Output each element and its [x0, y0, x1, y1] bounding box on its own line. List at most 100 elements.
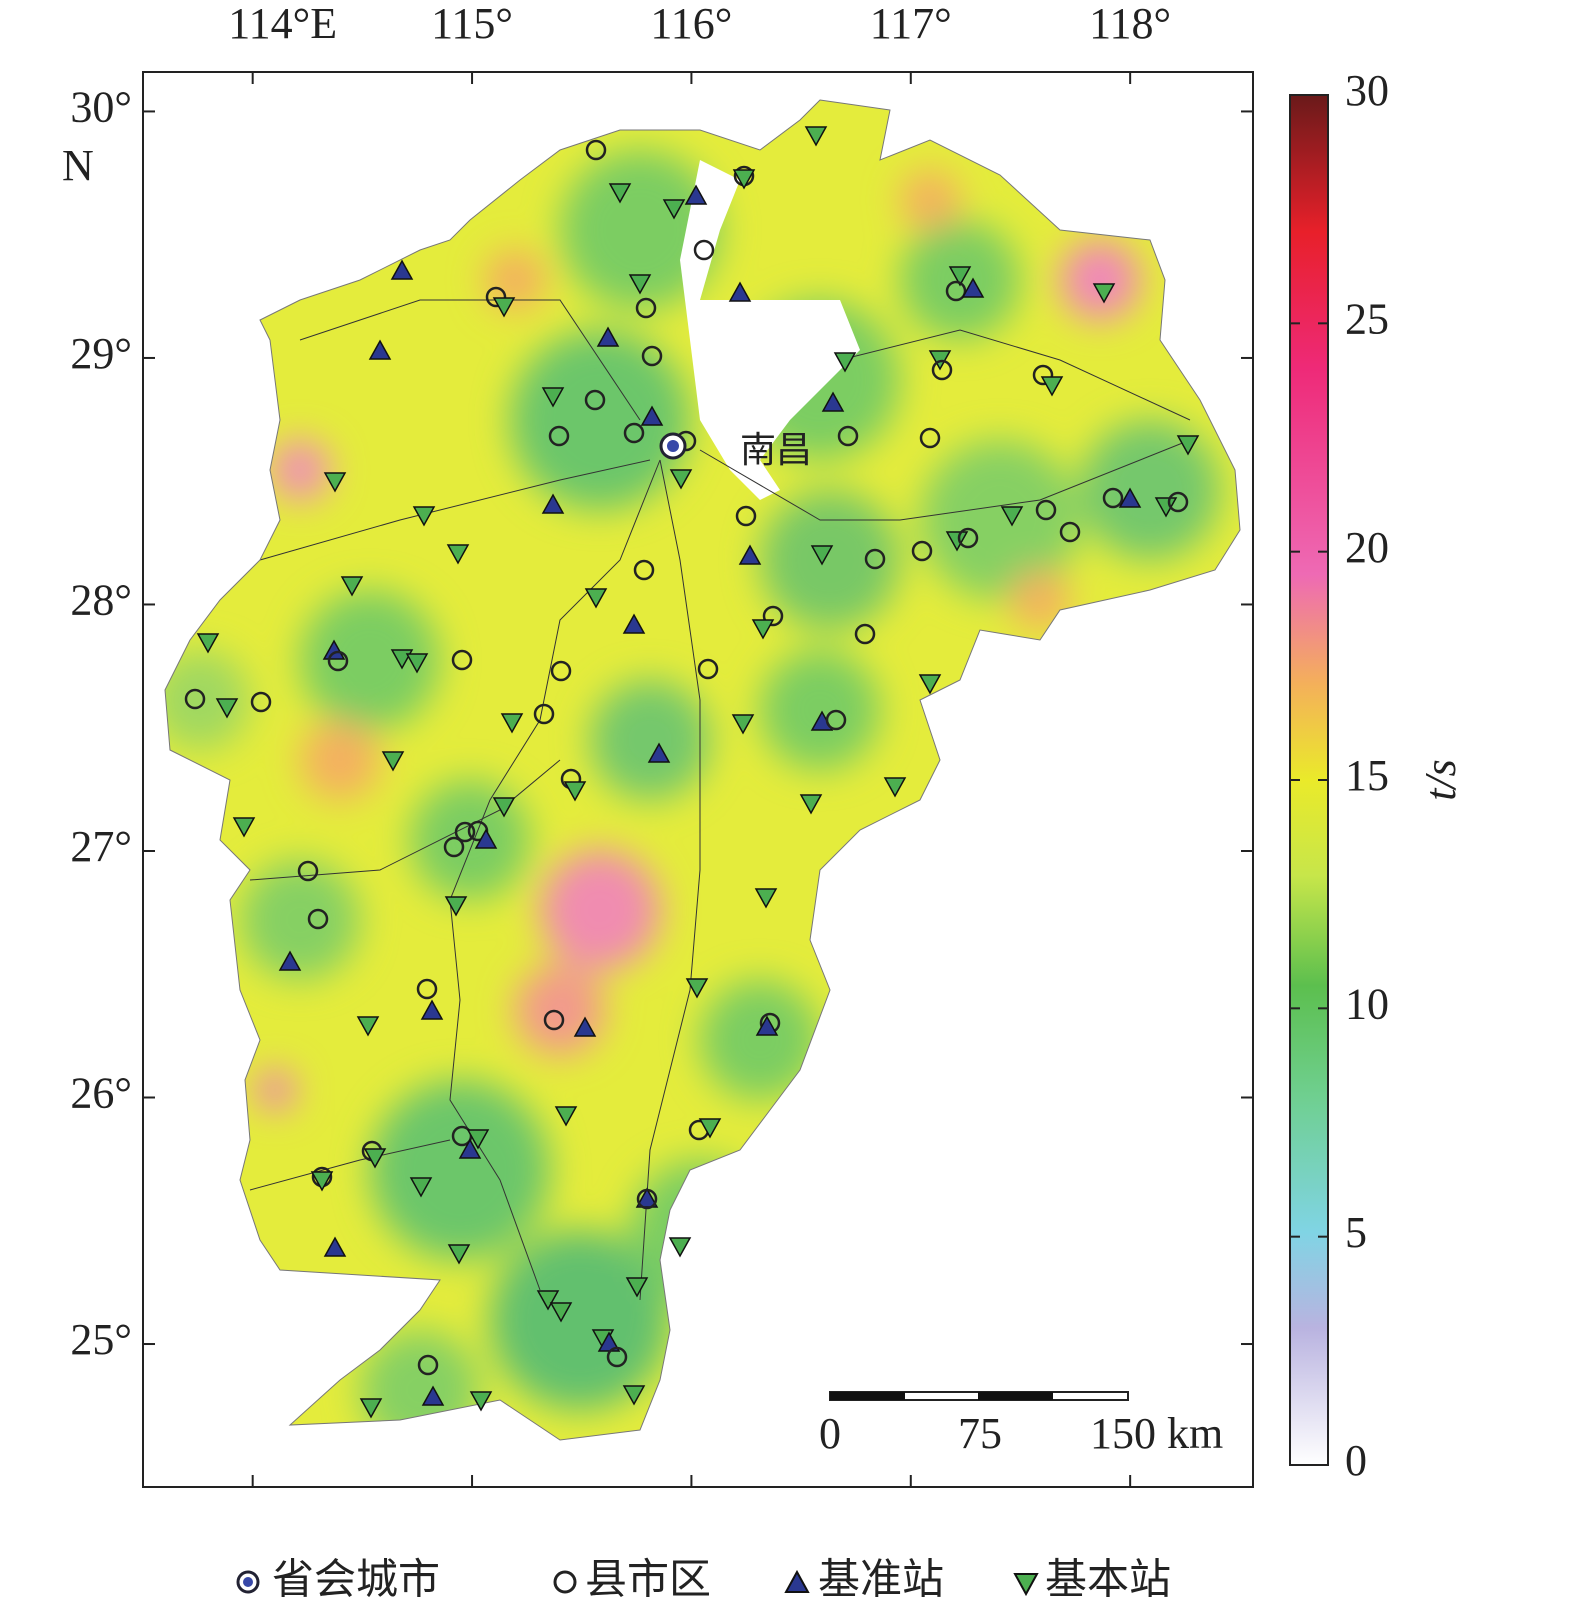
county-station	[585, 139, 607, 161]
basic-station	[541, 387, 565, 408]
county-station	[945, 280, 967, 302]
lon-tick-label: 118°	[1089, 0, 1171, 48]
county-station	[633, 559, 655, 581]
basic-station	[945, 531, 969, 552]
reference-station	[1118, 487, 1142, 508]
reference-station	[420, 999, 444, 1020]
county-station	[735, 505, 757, 527]
basic-station	[196, 633, 220, 654]
lat-tick-label: 25°	[70, 1315, 132, 1364]
basic-station	[1176, 435, 1200, 456]
lon-tick-label: 116°	[650, 0, 732, 48]
county-station	[1059, 521, 1081, 543]
county-station	[693, 239, 715, 261]
basic-station	[833, 352, 857, 373]
county-station	[697, 658, 719, 680]
reference-station	[728, 281, 752, 302]
colorbar-tick-label: 10	[1345, 979, 1389, 1028]
basic-station	[359, 1398, 383, 1419]
colorbar-tick-label: 20	[1345, 523, 1389, 572]
county-station	[1102, 487, 1124, 509]
reference-station	[323, 1236, 347, 1257]
lat-tick-label: 27°	[70, 822, 132, 871]
basic-station	[381, 751, 405, 772]
basic-station	[883, 777, 907, 798]
colorbar-label: t/s	[1416, 759, 1465, 801]
basic-station	[662, 199, 686, 220]
basic-station	[363, 1148, 387, 1169]
basic-station	[340, 576, 364, 597]
reference-station	[821, 391, 845, 412]
county-station	[623, 422, 645, 444]
county-station	[327, 650, 349, 672]
county-station	[533, 703, 555, 725]
county-station	[825, 709, 847, 731]
county-station	[762, 605, 784, 627]
stations	[184, 126, 1200, 1419]
lake	[680, 160, 860, 500]
reference-station	[421, 1385, 445, 1406]
basic-station	[810, 545, 834, 566]
basic-station	[215, 698, 239, 719]
reference-station	[278, 950, 302, 971]
county-station	[454, 821, 476, 843]
reference-station	[684, 184, 708, 205]
reference-station	[541, 493, 565, 514]
reference-station	[596, 326, 620, 347]
basic-station	[492, 297, 516, 318]
field-patches	[165, 150, 1220, 1440]
basic-station	[563, 781, 587, 802]
lat-tick-label: 28°	[70, 576, 132, 625]
basic-station	[1092, 283, 1116, 304]
lat-tick-label: 26°	[70, 1069, 132, 1118]
colorbar-tick-label: 30	[1345, 66, 1389, 115]
colorbar-tick-label: 5	[1345, 1208, 1367, 1257]
basic-station	[622, 1385, 646, 1406]
county-station	[416, 978, 438, 1000]
basic-station	[232, 817, 256, 838]
county-station	[443, 836, 465, 858]
legend-label: 基准站	[818, 1555, 944, 1604]
basic-station	[685, 978, 709, 999]
lat-unit: N	[62, 141, 94, 190]
axes: 114°E 115° 116° 117° 118° 30° 29° 28° 27° 26° 25°	[70, 0, 1253, 1487]
county-station	[864, 548, 886, 570]
county-station	[417, 1354, 439, 1376]
basic-station	[446, 544, 470, 565]
colorbar-tick-label: 0	[1345, 1436, 1367, 1485]
county-station	[837, 425, 859, 447]
basic-station	[731, 714, 755, 735]
basic-station	[500, 713, 524, 734]
basic-station	[469, 1391, 493, 1412]
county-station	[931, 359, 953, 381]
county-station	[1167, 491, 1189, 513]
basic-station	[1040, 376, 1064, 397]
county-station	[636, 1188, 658, 1210]
scale-label: 0	[819, 1409, 841, 1458]
reference-station	[738, 544, 762, 565]
reference-station	[390, 259, 414, 280]
basic-station	[356, 1016, 380, 1037]
county-station	[854, 623, 876, 645]
county-station	[919, 427, 941, 449]
reference-station	[573, 1016, 597, 1037]
basic-station	[323, 472, 347, 493]
basic-station	[669, 469, 693, 490]
county-station	[184, 688, 206, 710]
county-station	[550, 660, 572, 682]
basic-station	[405, 653, 429, 674]
county-station	[584, 389, 606, 411]
city-label: 南昌	[740, 430, 812, 471]
county-station	[250, 691, 272, 713]
lat-tick-label: 29°	[70, 329, 132, 378]
legend-label: 省会城市	[272, 1555, 440, 1604]
basic-station	[948, 266, 972, 287]
county-station	[1032, 364, 1054, 386]
basic-station	[444, 896, 468, 917]
reference-station	[322, 639, 346, 660]
scale-label: 75	[958, 1409, 1002, 1458]
field	[165, 100, 1240, 1440]
county-station	[543, 1009, 565, 1031]
county-station	[307, 908, 329, 930]
